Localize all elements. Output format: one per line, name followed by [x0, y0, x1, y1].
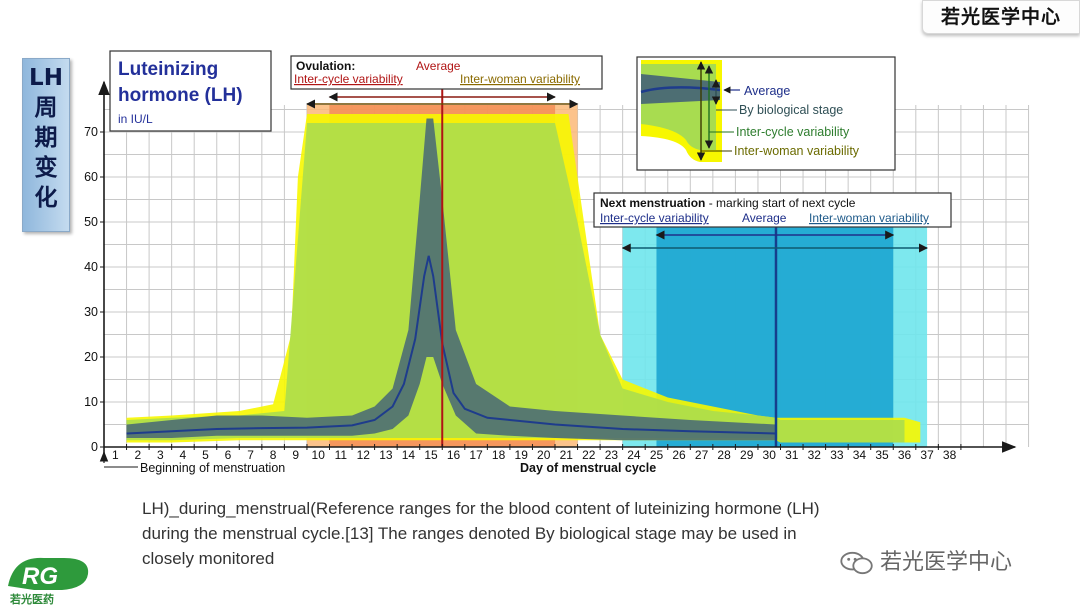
x-tick-label: 9 — [292, 448, 299, 462]
x-tick-label: 30 — [763, 448, 777, 462]
x-tick-label: 15 — [424, 448, 438, 462]
menstruation-label-box — [593, 192, 952, 228]
caption-line: during the menstrual cycle.[13] The rang… — [142, 524, 797, 543]
side-title-line: 周 — [34, 95, 58, 121]
x-tick-label: 7 — [247, 448, 254, 462]
legend-key-swatch — [640, 60, 740, 162]
y-tick-label: 30 — [84, 305, 98, 319]
watermark-text: 若光医学中心 — [880, 550, 1013, 575]
x-tick-label: 38 — [943, 448, 957, 462]
side-title-line: 期 — [34, 125, 58, 151]
x-tick-label: 26 — [672, 448, 686, 462]
x-tick-label: 20 — [537, 448, 551, 462]
x-tick-label: 24 — [627, 448, 641, 462]
ovulation-title: Ovulation: — [296, 59, 355, 73]
x-tick-label: 4 — [180, 448, 187, 462]
x-tick-label: 12 — [357, 448, 371, 462]
x-tick-label: 14 — [402, 448, 416, 462]
menstruation-inter-cycle-label: Inter-cycle variability — [600, 211, 709, 225]
x-tick-label: 6 — [225, 448, 232, 462]
x-tick-label: 19 — [515, 448, 529, 462]
caption-line: closely monitored — [142, 549, 275, 568]
wechat-watermark: 若光医学中心 — [838, 546, 1058, 580]
x-tick-label: 34 — [853, 448, 867, 462]
x-tick-label: 5 — [202, 448, 209, 462]
x-tick-label: 1 — [112, 448, 119, 462]
menstruation-title: Next menstruation - marking start of nex… — [600, 196, 856, 210]
svg-text:RG: RG — [22, 563, 58, 590]
x-tick-label: 27 — [695, 448, 709, 462]
series-band-by-biological-stage — [126, 118, 776, 441]
legend-title-box — [109, 50, 272, 132]
y-tick-label: 50 — [84, 215, 98, 229]
x-tick-label: 13 — [379, 448, 393, 462]
wechat-icon — [840, 551, 873, 575]
y-tick-label: 70 — [84, 125, 98, 139]
x-tick-label: 29 — [740, 448, 754, 462]
y-tick-label: 0 — [91, 440, 98, 454]
x-tick-label: 8 — [270, 448, 277, 462]
key-biological-label: By biological stage — [739, 103, 843, 117]
x-tick-label: 11 — [335, 448, 348, 462]
event-markers — [306, 82, 928, 447]
ovulation-inter-woman-label: Inter-woman variability — [460, 72, 580, 86]
legend-title-line2: hormone (LH) — [118, 85, 243, 106]
lh-chart: 1 2 3 4 5 6 7 8 9 10 11 12 13 14 15 16 17 18 19 20 21 22 23 24 2… — [84, 50, 1030, 475]
x-tick-label: 35 — [875, 448, 889, 462]
series-bands — [126, 114, 921, 443]
series-line-average — [126, 255, 777, 435]
menstruation-title-bold: Next menstruation — [600, 196, 705, 210]
x-tick-label: 22 — [582, 448, 596, 462]
x-tick-label: 21 — [560, 448, 574, 462]
caption-line: LH)_during_menstrual(Reference ranges fo… — [142, 499, 820, 518]
figure-caption: LH)_during_menstrual(Reference ranges fo… — [142, 496, 962, 571]
side-title-line: 化 — [34, 185, 58, 211]
x-tick-label: 25 — [650, 448, 664, 462]
x-axis-title: Day of menstrual cycle — [520, 461, 656, 475]
x-axis-start-label: Beginning of menstruation — [140, 461, 285, 475]
key-average-label: Average — [744, 84, 790, 98]
ovulation-inter-cycle-label: Inter-cycle variability — [294, 72, 403, 86]
side-title-line: 变 — [34, 155, 58, 181]
menstruation-title-rest: - marking start of next cycle — [705, 196, 855, 210]
key-inter-cycle-label: Inter-cycle variability — [736, 125, 850, 139]
brand-tag: 若光医学中心 — [922, 0, 1080, 34]
logo-mark-icon: RG 若光医药 — [8, 557, 89, 606]
logo-text: 若光医药 — [10, 592, 54, 606]
x-tick-label: 2 — [134, 448, 141, 462]
x-tick-label: 10 — [312, 448, 326, 462]
key-inter-woman-label: Inter-woman variability — [734, 144, 860, 158]
x-tick-label: 23 — [605, 448, 619, 462]
menstruation-average-label: Average — [742, 211, 787, 225]
legend-title-line1: Luteinizing — [118, 59, 218, 80]
x-tick-label: 3 — [157, 448, 164, 462]
x-tick-label: 18 — [492, 448, 506, 462]
ovulation-label-box — [290, 55, 603, 90]
x-tick-label: 17 — [469, 448, 483, 462]
y-tick-label: 60 — [84, 170, 98, 184]
ovulation-average-label: Average — [416, 59, 461, 73]
x-tick-label: 32 — [808, 448, 822, 462]
menstruation-inter-woman-label: Inter-woman variability — [809, 211, 929, 225]
x-tick-label: 33 — [830, 448, 844, 462]
x-tick-label: 37 — [920, 448, 934, 462]
x-tick-label: 28 — [717, 448, 731, 462]
side-title-line: LH — [29, 65, 63, 91]
x-tick-label: 36 — [898, 448, 912, 462]
x-tick-label: 16 — [447, 448, 461, 462]
legend-unit: in IU/L — [118, 112, 153, 126]
y-tick-label: 10 — [84, 395, 98, 409]
chart-axes: 1 2 3 4 5 6 7 8 9 10 11 12 13 14 15 16 17 18 19 20 21 22 23 24 2… — [84, 80, 1017, 468]
x-tick-label: 31 — [785, 448, 799, 462]
y-tick-label: 20 — [84, 350, 98, 364]
series-band-inter-cycle-variability — [126, 123, 905, 443]
y-tick-label: 40 — [84, 260, 98, 274]
company-logo: RG 若光医药 — [4, 548, 94, 606]
slide-side-title: LH 周 期 变 化 — [22, 58, 70, 232]
